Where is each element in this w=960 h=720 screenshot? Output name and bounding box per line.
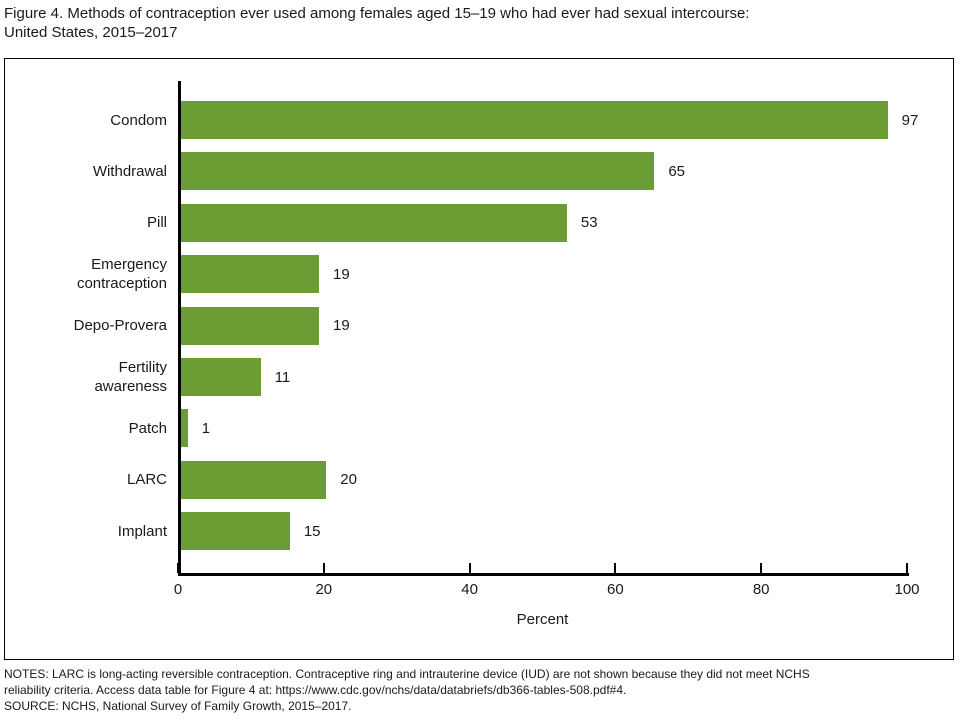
x-axis-tick xyxy=(760,563,763,573)
x-axis-tick-label: 40 xyxy=(461,581,478,598)
chart-frame: 0 20 40 60 80 100 Percent Condom 97 Withdrawal 65 P… xyxy=(4,58,954,660)
x-axis-tick xyxy=(906,563,908,573)
bar xyxy=(180,358,261,396)
bar-value-label: 19 xyxy=(333,317,350,335)
category-label: Implant xyxy=(117,522,167,540)
source-line: SOURCE: NCHS, National Survey of Family … xyxy=(4,699,352,713)
category-label: Depo-Provera xyxy=(73,317,167,335)
bar xyxy=(180,101,888,139)
notes-line2: reliability criteria. Access data table … xyxy=(4,683,627,697)
bar-value-label: 11 xyxy=(274,368,291,386)
category-label: Withdrawal xyxy=(92,162,167,180)
chart-notes: NOTES: LARC is long-acting reversible co… xyxy=(4,666,954,714)
bar-value-label: 65 xyxy=(668,162,686,180)
x-axis-tick xyxy=(614,563,617,573)
bar xyxy=(180,152,655,191)
x-axis-tick xyxy=(468,563,471,573)
category-label: Fertility awareness xyxy=(94,359,167,395)
bar xyxy=(180,409,188,448)
bar-value-label: 20 xyxy=(340,471,357,489)
bar-value-label: 19 xyxy=(333,265,350,283)
figure-title-line1: Figure 4. Methods of contraception ever … xyxy=(4,5,750,22)
bar xyxy=(180,255,319,294)
notes-line1: NOTES: LARC is long-acting reversible co… xyxy=(4,667,810,681)
x-axis-tick xyxy=(177,563,179,573)
bar xyxy=(180,306,319,345)
bar-value-label: 53 xyxy=(580,214,598,232)
bar xyxy=(180,203,567,242)
bar-chart-plot: 0 20 40 60 80 100 Percent Condom 97 Withdrawal 65 P… xyxy=(5,59,953,659)
bar-value-label: 15 xyxy=(303,522,321,540)
figure-title-line2: United States, 2015–2017 xyxy=(4,24,178,41)
bar xyxy=(180,460,327,499)
category-label: LARC xyxy=(126,471,167,489)
x-axis-line xyxy=(178,573,909,576)
x-axis-tick-label: 20 xyxy=(315,581,333,598)
x-axis-tick-label: 0 xyxy=(173,581,183,598)
x-axis-tick-label: 100 xyxy=(894,581,920,598)
figure-title: Figure 4. Methods of contraception ever … xyxy=(4,4,954,42)
x-axis-title: Percent xyxy=(516,611,569,628)
y-axis-line xyxy=(178,81,181,576)
category-label: Emergency contraception xyxy=(76,256,167,293)
x-axis-tick-label: 60 xyxy=(607,581,624,598)
bar-value-label: 97 xyxy=(901,111,919,129)
category-label: Pill xyxy=(146,214,167,232)
bar-value-label: 1 xyxy=(201,419,211,437)
category-label: Patch xyxy=(128,419,167,437)
category-label: Condom xyxy=(110,111,167,129)
x-axis-tick-label: 80 xyxy=(752,581,770,598)
bar xyxy=(180,512,290,551)
x-axis-tick xyxy=(322,563,325,573)
